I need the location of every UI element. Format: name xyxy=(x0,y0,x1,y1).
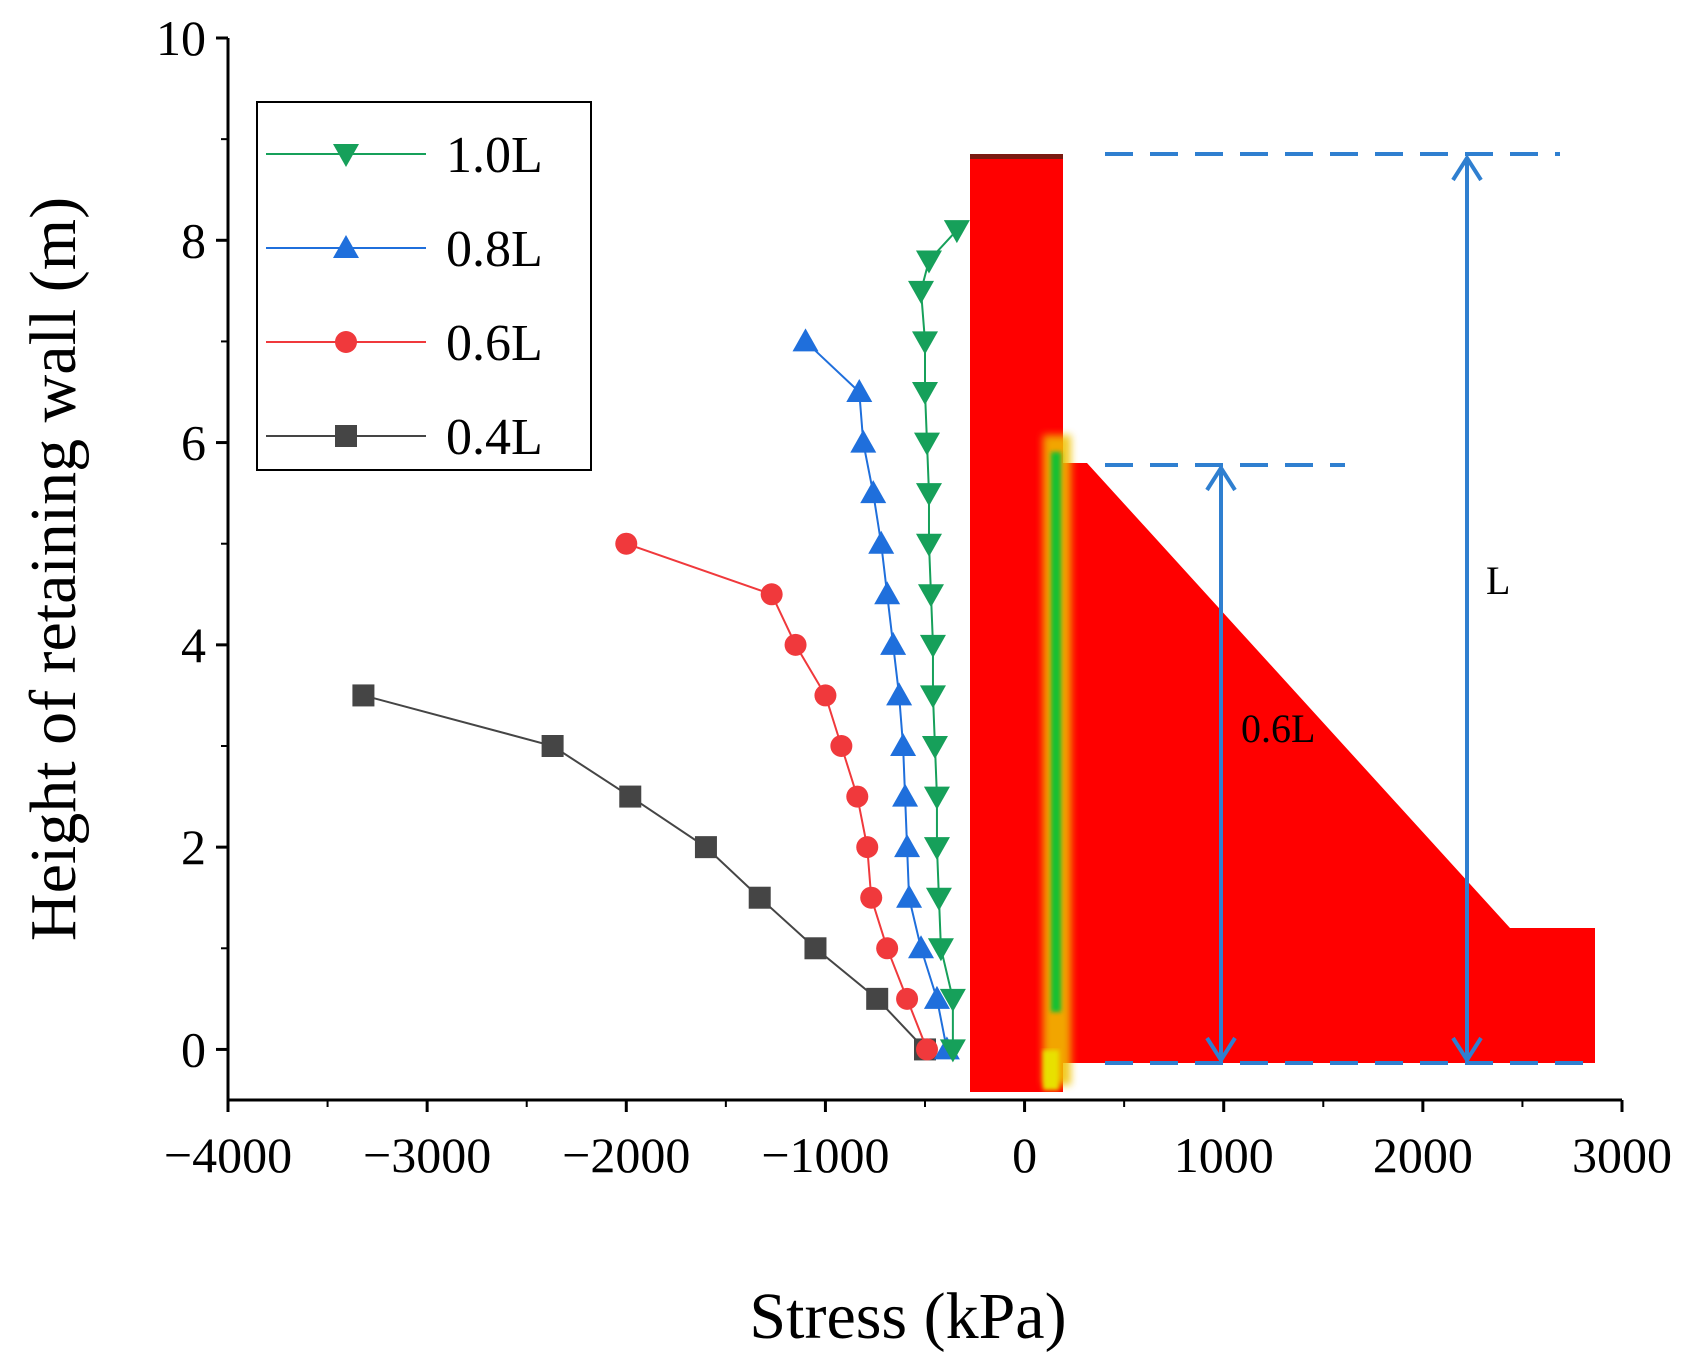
data-point-0-8L xyxy=(908,935,935,959)
data-point-0-8L xyxy=(892,783,919,807)
y-tick-label: 2 xyxy=(181,819,206,875)
legend-label: 0.6L xyxy=(446,315,543,372)
x-tick-label: 0 xyxy=(1012,1127,1037,1183)
data-point-0-6L xyxy=(830,735,853,757)
y-axis-title: Height of retaining wall (m) xyxy=(17,197,90,941)
data-point-0-8L xyxy=(868,530,895,554)
data-point-0-6L xyxy=(915,1038,938,1061)
x-tick-label: −2000 xyxy=(562,1127,690,1183)
data-point-1-0L xyxy=(912,382,938,405)
data-point-1-0L xyxy=(908,280,935,304)
legend-items: 1.0L 0.8L 0.6L 0.4L xyxy=(266,127,543,466)
data-point-1-0L xyxy=(927,938,954,962)
data-point-0-8L xyxy=(880,631,907,655)
data-point-1-0L xyxy=(913,432,940,456)
data-point-0-8L xyxy=(923,985,950,1009)
series-line-0-6L xyxy=(625,542,928,1050)
data-point-1-0L xyxy=(925,887,952,911)
x-tick-label: −3000 xyxy=(363,1127,491,1183)
data-point-0-8L xyxy=(792,328,819,352)
data-point-0-4L xyxy=(804,937,827,960)
data-point-0-8L xyxy=(860,480,887,504)
y-tick-label: 0 xyxy=(181,1021,206,1077)
data-point-0-8L xyxy=(850,429,877,453)
data-point-1-0L xyxy=(912,331,938,355)
series-0-6L xyxy=(615,532,938,1061)
data-point-1-0L xyxy=(915,250,942,274)
data-point-0-6L xyxy=(615,532,638,555)
wall-heel-slope xyxy=(1063,463,1595,1063)
annotation-0.6L: 0.6L xyxy=(1241,706,1315,751)
data-point-0-6L xyxy=(784,633,807,656)
series-layer xyxy=(352,220,970,1063)
x-tick-label: 2000 xyxy=(1373,1127,1473,1183)
data-point-1-0L xyxy=(943,220,970,244)
data-point-1-0L xyxy=(939,988,966,1012)
x-axis-title: Stress (kPa) xyxy=(749,1280,1066,1353)
data-point-0-6L xyxy=(846,785,869,808)
data-point-1-0L xyxy=(919,634,946,658)
y-tick-label: 10 xyxy=(156,10,206,66)
data-point-0-6L xyxy=(814,684,837,707)
legend-box xyxy=(256,101,592,471)
data-point-0-6L xyxy=(856,836,879,859)
data-point-0-8L xyxy=(890,733,917,756)
data-point-1-0L xyxy=(917,584,944,608)
data-point-0-4L xyxy=(866,987,889,1010)
y-tick-label: 4 xyxy=(181,617,206,673)
legend-marker xyxy=(333,235,359,258)
x-tick-label: 3000 xyxy=(1572,1127,1672,1183)
x-tick-label: −1000 xyxy=(761,1127,889,1183)
arrow-0.6L-head-top xyxy=(1205,464,1237,492)
arrow-L-head-bottom xyxy=(1451,1036,1483,1064)
data-point-0-8L xyxy=(896,884,923,908)
data-point-0-6L xyxy=(876,937,899,960)
data-point-0-4L xyxy=(619,785,642,808)
data-point-0-4L xyxy=(694,836,717,859)
legend-label: 0.4L xyxy=(446,409,543,466)
legend-marker xyxy=(333,144,359,167)
dimension-annotations: 0.6L L xyxy=(1105,152,1595,1065)
data-point-1-0L xyxy=(939,1039,966,1063)
annotation-L: L xyxy=(1486,558,1510,603)
series-0-8L xyxy=(792,328,960,1060)
legend-marker xyxy=(335,331,357,353)
data-point-0-4L xyxy=(352,684,375,707)
data-point-1-0L xyxy=(923,786,950,810)
data-point-0-6L xyxy=(896,987,919,1010)
data-point-1-0L xyxy=(919,685,946,709)
x-tick-label: −4000 xyxy=(164,1127,292,1183)
axes: −4000 −3000 −2000 −1000 0 1000 2000 3000 0 2 4 6 8 1… xyxy=(156,10,1672,1183)
data-point-0-6L xyxy=(760,583,783,606)
y-tick-label: 6 xyxy=(181,415,206,471)
y-ticks: 0 2 4 6 8 10 xyxy=(156,10,228,1077)
stress-band-root xyxy=(1043,1050,1059,1090)
arrow-L-head-top xyxy=(1451,154,1483,182)
legend: 1.0L 0.8L 0.6L 0.4L xyxy=(256,101,592,471)
data-point-1-0L xyxy=(923,837,950,861)
data-point-0-4L xyxy=(541,735,564,757)
data-point-1-0L xyxy=(915,533,942,557)
data-point-0-6L xyxy=(860,886,883,909)
x-ticks: −4000 −3000 −2000 −1000 0 1000 2000 3000 xyxy=(164,1100,1672,1183)
retaining-wall-contour-inset xyxy=(970,154,1595,1092)
y-tick-label: 8 xyxy=(181,212,206,268)
data-point-1-0L xyxy=(921,736,948,759)
data-point-0-4L xyxy=(748,886,771,909)
wall-top-edge xyxy=(970,154,1063,159)
stress-band-core xyxy=(1051,452,1061,1012)
data-point-1-0L xyxy=(915,483,942,507)
x-tick-label: 1000 xyxy=(1174,1127,1274,1183)
legend-label: 0.8L xyxy=(446,221,543,278)
data-point-0-8L xyxy=(874,581,901,605)
data-point-0-8L xyxy=(886,682,913,706)
legend-label: 1.0L xyxy=(446,127,543,184)
arrow-0.6L-head-bottom xyxy=(1205,1036,1237,1064)
series-1-0L xyxy=(908,220,970,1063)
data-point-0-8L xyxy=(846,379,873,402)
legend-marker xyxy=(335,425,357,447)
data-point-0-8L xyxy=(894,834,921,858)
